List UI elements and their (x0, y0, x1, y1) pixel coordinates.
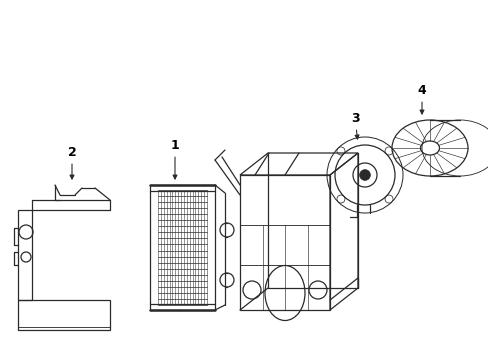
Text: 4: 4 (417, 84, 426, 114)
Circle shape (359, 170, 369, 180)
Text: 2: 2 (67, 145, 76, 179)
Text: 3: 3 (350, 112, 359, 139)
Text: 1: 1 (170, 139, 179, 179)
